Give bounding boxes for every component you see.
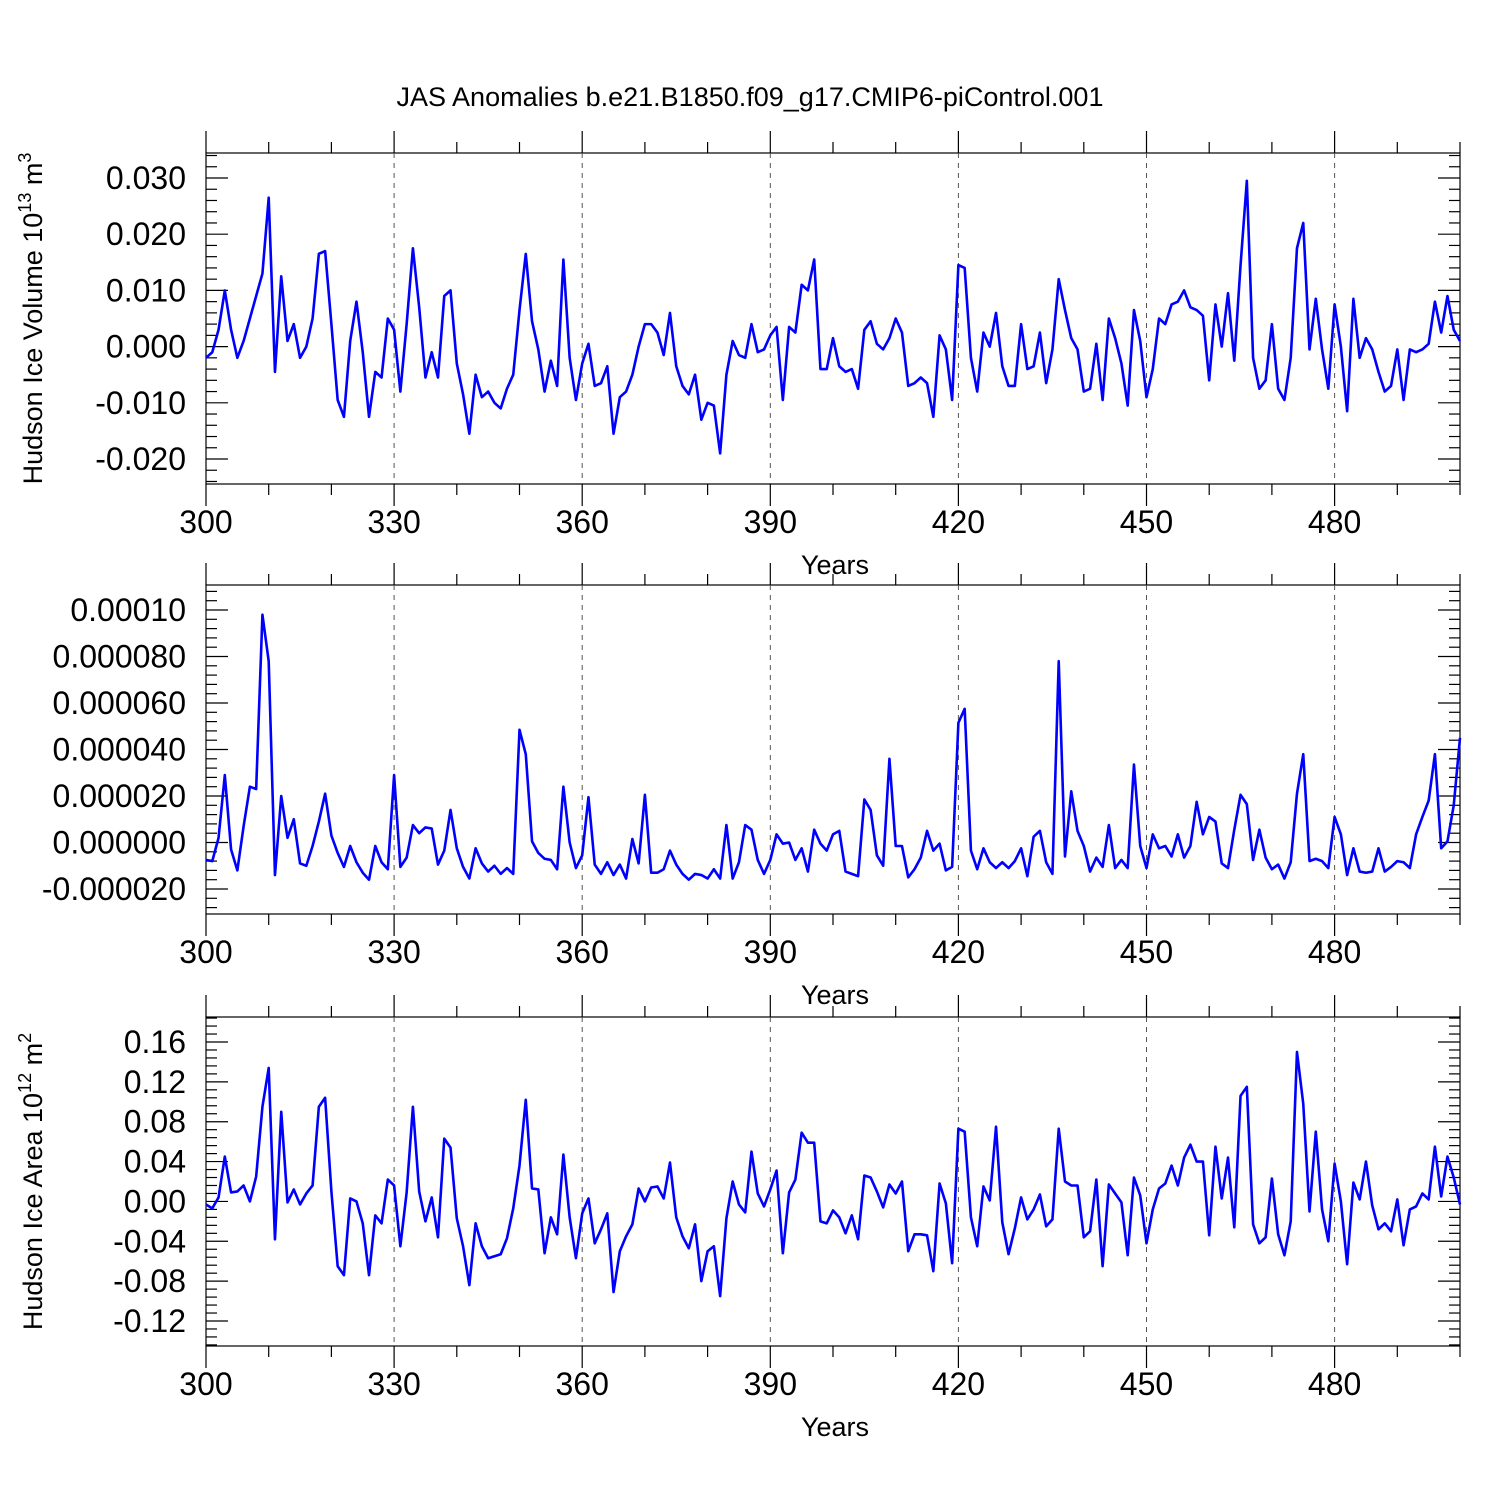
- x-tick-label: 330: [367, 934, 420, 970]
- x-tick-label: 450: [1120, 504, 1173, 540]
- panel-3: 300 330 360 390 420 450 480 Years -0.12 -0.08 -0.0…: [15, 995, 1462, 1442]
- x-tick-label: 480: [1308, 504, 1361, 540]
- x-tick-label: 300: [179, 1366, 232, 1402]
- x-tick-label: 330: [367, 504, 420, 540]
- x-axis-label: Years: [801, 1412, 869, 1442]
- y-tick-label: 0.000: [106, 329, 186, 365]
- x-tick-label: 390: [744, 1366, 797, 1402]
- x-axis-label: Years: [801, 980, 869, 1010]
- panel-1: 300 330 360 390 420 450 480 Years -0.020 -0.010 0.…: [15, 131, 1462, 580]
- y-tick-label: 0.010: [106, 272, 186, 308]
- x-tick-label: 300: [179, 504, 232, 540]
- x-tick-label: 480: [1308, 1366, 1361, 1402]
- x-axis-label: Years: [801, 550, 869, 580]
- series-line: [205, 613, 1462, 882]
- x-tick-label: 330: [367, 1366, 420, 1402]
- x-tick-label: 450: [1120, 1366, 1173, 1402]
- y-tick-label: 0.000020: [53, 778, 186, 814]
- x-tick-label: 480: [1308, 934, 1361, 970]
- y-tick-label: -0.000020: [42, 871, 186, 907]
- x-tick-label: 450: [1120, 934, 1173, 970]
- y-tick-label: -0.020: [95, 441, 186, 477]
- y-tick-label: 0.08: [124, 1104, 186, 1140]
- y-tick-label: 0.04: [124, 1144, 186, 1180]
- y-axis-label: Hudson Ice Area 1012 m2: [15, 1033, 48, 1330]
- y-tick-label: 0.020: [106, 216, 186, 252]
- x-tick-label: 360: [556, 504, 609, 540]
- panel-2: 300 330 360 390 420 450 480 Years -0.000020 0.000…: [42, 563, 1462, 1010]
- x-tick-label: 360: [556, 1366, 609, 1402]
- x-tick-label: 420: [932, 1366, 985, 1402]
- y-tick-label: -0.12: [113, 1303, 186, 1339]
- y-tick-label: -0.010: [95, 385, 186, 421]
- series-line: [205, 1050, 1462, 1298]
- y-tick-label: -0.04: [113, 1223, 186, 1259]
- y-tick-label: 0.000040: [53, 732, 186, 768]
- y-tick-label: 0.00: [124, 1183, 186, 1219]
- y-tick-label: -0.08: [113, 1263, 186, 1299]
- y-tick-label: 0.000000: [53, 825, 186, 861]
- x-tick-label: 420: [932, 504, 985, 540]
- y-axis-label: Hudson Ice Volume 1013 m3: [15, 153, 48, 485]
- x-tick-label: 420: [932, 934, 985, 970]
- y-tick-label: 0.12: [124, 1064, 186, 1100]
- y-tick-label: 0.030: [106, 160, 186, 196]
- series-line: [205, 179, 1462, 455]
- x-tick-label: 360: [556, 934, 609, 970]
- y-tick-label: 0.000060: [53, 685, 186, 721]
- y-tick-label: 0.000080: [53, 639, 186, 675]
- x-tick-label: 390: [744, 504, 797, 540]
- x-tick-label: 300: [179, 934, 232, 970]
- chart-title: JAS Anomalies b.e21.B1850.f09_g17.CMIP6-…: [397, 82, 1104, 112]
- x-tick-label: 390: [744, 934, 797, 970]
- y-tick-label: 0.00010: [70, 592, 186, 628]
- y-tick-label: 0.16: [124, 1024, 186, 1060]
